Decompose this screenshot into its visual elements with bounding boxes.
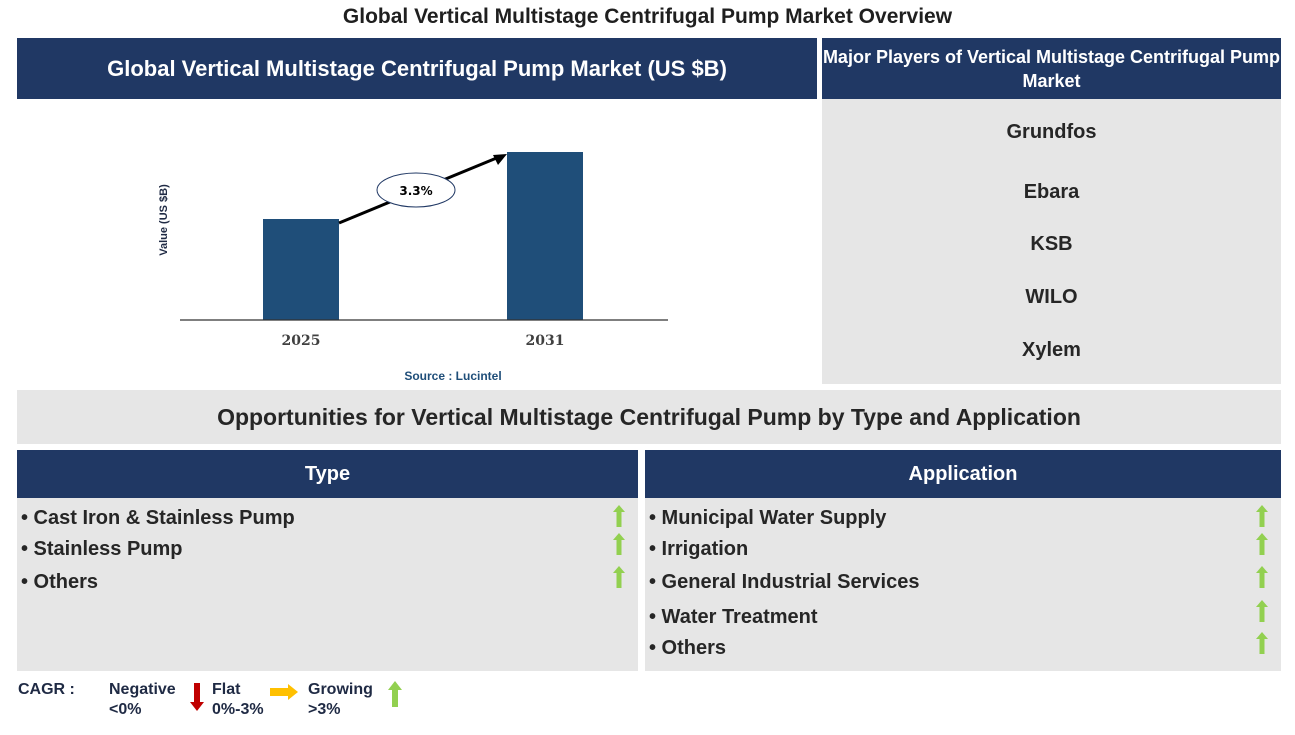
page-title: Global Vertical Multistage Centrifugal P… (342, 5, 953, 28)
growing-arrow-icon (1256, 566, 1268, 588)
flat-arrow-icon (270, 684, 298, 700)
cagr-legend-label: CAGR : (18, 681, 75, 698)
chart-canvas: Value (US $B) 3.3% 2025 2031 Source : Lu… (158, 152, 668, 383)
chart-header: Global Vertical Multistage Centrifugal P… (17, 38, 817, 99)
application-item: • Irrigation (649, 538, 749, 560)
growing-arrow-icon (1256, 632, 1268, 654)
negative-arrow-icon (190, 683, 204, 711)
player-item: Grundfos (1006, 121, 1097, 143)
bar-2025 (263, 219, 339, 320)
legend-growing-name: Growing (308, 681, 373, 698)
legend-growing: Growing >3% (308, 680, 373, 720)
growing-arrow-icon (613, 505, 625, 527)
cagr-label: 3.3% (399, 184, 432, 198)
x-tick-2031: 2031 (526, 333, 565, 349)
legend-negative-name: Negative (109, 681, 176, 698)
x-tick-2025: 2025 (282, 333, 321, 349)
growth-arrow-head (493, 154, 507, 165)
player-item: WILO (1025, 286, 1078, 308)
opportunities-banner: Opportunities for Vertical Multistage Ce… (17, 390, 1281, 444)
application-item: • Water Treatment (649, 606, 818, 628)
growing-arrow-icon (1256, 505, 1268, 527)
cagr-ellipse (376, 172, 456, 208)
legend-flat-name: Flat (212, 681, 241, 698)
bar-chart: Value (US $B) 3.3% 2025 2031 Source : Lu… (17, 99, 817, 384)
players-list: Grundfos Ebara KSB WILO Xylem (822, 99, 1281, 384)
legend-growing-range: >3% (308, 701, 341, 718)
type-item: • Stainless Pump (21, 538, 183, 560)
growing-arrow-icon (388, 681, 402, 707)
growing-arrow-icon (1256, 600, 1268, 622)
application-item: • Municipal Water Supply (649, 507, 887, 529)
type-header: Type (17, 450, 638, 498)
application-item: • General Industrial Services (649, 571, 920, 593)
growing-arrow-icon (1256, 533, 1268, 555)
legend-negative: Negative <0% (109, 680, 176, 720)
type-item: • Cast Iron & Stainless Pump (21, 507, 295, 529)
type-list: • Cast Iron & Stainless Pump • Stainless… (17, 498, 638, 671)
growing-arrow-icon (613, 566, 625, 588)
bar-2031 (507, 152, 583, 320)
application-item: • Others (649, 637, 727, 659)
legend-negative-range: <0% (109, 701, 142, 718)
player-item: Ebara (1023, 181, 1080, 203)
y-axis-label: Value (US $B) (158, 184, 170, 256)
application-list: • Municipal Water Supply • Irrigation • … (645, 498, 1281, 671)
application-header: Application (645, 450, 1281, 498)
legend-flat: Flat 0%-3% (212, 680, 264, 720)
player-item: KSB (1030, 233, 1073, 255)
source-label: Source : Lucintel (404, 369, 501, 383)
legend-flat-range: 0%-3% (212, 701, 264, 718)
growing-arrow-icon (613, 533, 625, 555)
type-item: • Others (21, 571, 99, 593)
player-item: Xylem (1022, 339, 1081, 361)
players-header: Major Players of Vertical Multistage Cen… (822, 38, 1281, 99)
